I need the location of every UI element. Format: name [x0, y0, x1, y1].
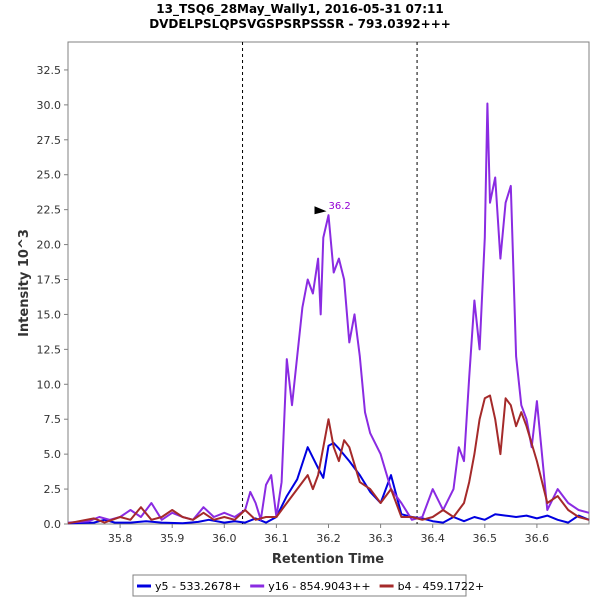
y-tick-label: 5.0 [44, 448, 62, 461]
x-axis-label: Retention Time [272, 552, 384, 567]
y-tick-label: 0.0 [44, 518, 62, 531]
x-tick-label: 36.5 [473, 532, 498, 545]
legend-box [132, 574, 467, 597]
legend-items: y5 - 533.2678+ y16 - 854.9043++ b4 - 459.1… [137, 580, 484, 593]
series-line-1 [67, 102, 590, 524]
chart-title-line-1: 13_TSQ6_28May_Wally1, 2016-05-31 07:11 [156, 2, 443, 17]
series-line-2 [67, 394, 590, 525]
x-tick-label: 35.8 [108, 532, 133, 545]
peak-annotation: 36.2 [314, 201, 351, 215]
peak-marker-icon [314, 206, 327, 215]
y-tick-label: 2.5 [44, 483, 62, 496]
y-tick-label: 20.0 [37, 239, 62, 252]
y-axis-ticks: 0.0 2.5 5.0 7.5 10.0 12.5 15.0 17.5 20.0 22.5 25.0… [37, 64, 68, 531]
x-tick-label: 36.0 [212, 532, 237, 545]
peak-label: 36.2 [329, 201, 351, 212]
y-tick-label: 30.0 [37, 99, 62, 112]
y-tick-label: 32.5 [37, 64, 62, 77]
legend: y5 - 533.2678+ y16 - 854.9043++ b4 - 459.1… [132, 574, 484, 597]
y-tick-label: 12.5 [37, 343, 62, 356]
x-tick-label: 35.9 [160, 532, 185, 545]
x-tick-label: 36.6 [525, 532, 550, 545]
y-tick-label: 25.0 [37, 169, 62, 182]
series-layer [67, 102, 590, 525]
integration-boundaries [242, 42, 418, 524]
y-tick-label: 17.5 [37, 274, 62, 287]
y-tick-label: 22.5 [37, 204, 62, 217]
x-tick-label: 36.3 [368, 532, 393, 545]
y-tick-label: 15.0 [37, 308, 62, 321]
series-line-0 [67, 442, 590, 525]
x-tick-label: 36.4 [420, 532, 445, 545]
y-tick-label: 10.0 [37, 378, 62, 391]
chart-title-line-2: DVDELPSLQPSVGSPSRPSSSR - 793.0392+++ [149, 17, 451, 31]
legend-label: y5 - 533.2678+ [155, 580, 241, 593]
x-axis-ticks: 35.8 35.9 36.0 36.1 36.2 36.3 36.4 36.5 36.6 [108, 524, 549, 545]
x-tick-label: 36.2 [316, 532, 341, 545]
y-axis-label: Intensity 10^3 [17, 229, 32, 337]
legend-label: b4 - 459.1722+ [398, 580, 485, 593]
y-tick-label: 27.5 [37, 134, 62, 147]
y-tick-label: 7.5 [44, 413, 62, 426]
legend-label: y16 - 854.9043++ [268, 580, 370, 593]
x-tick-label: 36.1 [264, 532, 289, 545]
